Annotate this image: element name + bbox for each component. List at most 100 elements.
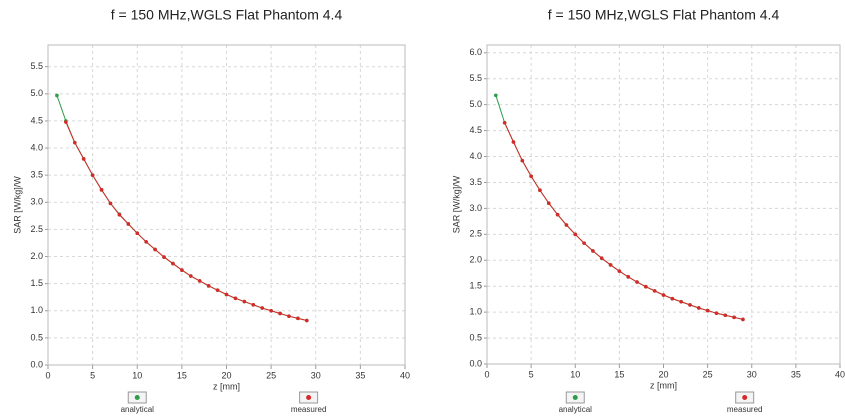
x-tick-label: 5 xyxy=(529,369,534,379)
y-axis-label: SAR [W/kg]/W xyxy=(12,176,22,234)
data-point xyxy=(135,231,140,236)
legend-label: analytical xyxy=(559,405,593,414)
data-point xyxy=(670,296,675,301)
data-point xyxy=(260,306,265,310)
data-point xyxy=(269,308,273,313)
data-point xyxy=(599,256,604,260)
chart-title: f = 150 MHz,WGLS Flat Phantom 4.4 xyxy=(111,7,343,23)
data-point xyxy=(197,279,202,283)
y-tick-label: 4.5 xyxy=(469,125,482,135)
data-point xyxy=(732,315,736,320)
data-point xyxy=(233,296,238,301)
y-tick-label: 5.5 xyxy=(30,61,43,71)
legend-label: measured xyxy=(291,405,327,414)
y-tick-label: 4.5 xyxy=(30,115,43,125)
y-tick-label: 0.5 xyxy=(469,332,482,342)
data-point xyxy=(688,303,692,307)
data-point xyxy=(242,299,247,304)
data-point xyxy=(573,232,578,237)
data-point xyxy=(171,261,175,266)
data-point xyxy=(90,173,95,177)
x-tick-label: 25 xyxy=(266,370,276,380)
y-tick-label: 2.5 xyxy=(469,229,482,239)
legend-label: analytical xyxy=(121,405,155,414)
legend-marker xyxy=(742,395,748,400)
y-axis-label: SAR [W/kg]/W xyxy=(451,175,461,233)
data-point xyxy=(538,188,542,193)
data-point xyxy=(126,222,131,226)
y-tick-label: 1.0 xyxy=(30,305,43,315)
y-tick-label: 2.0 xyxy=(30,251,43,261)
x-tick-label: 15 xyxy=(614,369,624,379)
data-point xyxy=(144,240,148,244)
data-point xyxy=(652,289,657,293)
y-tick-label: 4.0 xyxy=(30,142,43,152)
data-point xyxy=(546,201,551,206)
y-tick-label: 6.0 xyxy=(469,47,482,57)
data-point xyxy=(591,249,595,253)
data-point xyxy=(108,201,113,206)
x-tick-label: 10 xyxy=(132,370,142,380)
data-point xyxy=(529,174,533,179)
y-tick-label: 2.5 xyxy=(30,224,43,234)
data-point xyxy=(679,299,683,304)
data-point xyxy=(564,223,569,227)
y-tick-label: 5.0 xyxy=(30,88,43,98)
data-point xyxy=(251,302,256,307)
x-tick-label: 15 xyxy=(177,370,187,380)
series-line xyxy=(65,121,307,322)
data-point xyxy=(305,318,309,323)
plot-frame xyxy=(47,44,406,366)
data-point xyxy=(617,269,622,273)
data-point xyxy=(117,212,122,217)
y-tick-label: 4.0 xyxy=(469,151,482,161)
data-point xyxy=(494,93,498,98)
x-tick-label: 25 xyxy=(703,369,713,379)
x-tick-label: 30 xyxy=(311,370,321,380)
data-point xyxy=(741,317,745,322)
x-tick-label: 40 xyxy=(400,370,410,380)
data-point xyxy=(502,121,507,125)
x-tick-label: 20 xyxy=(221,370,231,380)
data-point xyxy=(661,293,666,297)
legend-label: measured xyxy=(727,405,763,414)
data-point xyxy=(644,284,648,289)
data-point xyxy=(72,140,77,145)
data-point xyxy=(206,284,211,288)
x-axis-label: z [mm] xyxy=(213,381,240,391)
x-tick-label: 0 xyxy=(484,369,489,379)
data-point xyxy=(153,247,157,252)
x-tick-label: 35 xyxy=(791,369,801,379)
data-point xyxy=(189,274,193,278)
x-tick-label: 5 xyxy=(90,370,95,380)
data-point xyxy=(608,263,613,267)
y-tick-label: 3.5 xyxy=(469,177,482,187)
data-point xyxy=(626,275,630,279)
y-tick-label: 5.0 xyxy=(469,99,482,109)
data-point xyxy=(64,120,68,124)
x-tick-label: 10 xyxy=(570,369,580,379)
data-point xyxy=(296,316,300,321)
data-point xyxy=(520,158,525,163)
x-tick-label: 40 xyxy=(835,369,845,379)
data-point xyxy=(99,188,104,192)
data-point xyxy=(224,292,229,297)
x-tick-label: 35 xyxy=(355,370,365,380)
x-axis-label: z [mm] xyxy=(650,380,677,390)
legend-marker xyxy=(134,395,140,400)
y-tick-label: 3.0 xyxy=(469,203,482,213)
x-tick-label: 20 xyxy=(658,369,668,379)
data-point xyxy=(180,268,184,272)
y-tick-label: 1.5 xyxy=(469,281,482,291)
y-tick-label: 5.5 xyxy=(469,73,482,83)
data-point xyxy=(723,313,728,318)
series-line xyxy=(504,122,744,320)
data-point xyxy=(705,308,710,313)
plot-frame xyxy=(486,44,841,365)
data-point xyxy=(81,157,86,161)
data-point xyxy=(697,306,701,310)
y-tick-label: 0.5 xyxy=(30,332,43,342)
y-tick-label: 0.0 xyxy=(30,359,43,369)
legend-marker xyxy=(572,395,578,400)
chart-title: f = 150 MHz,WGLS Flat Phantom 4.4 xyxy=(548,7,780,23)
